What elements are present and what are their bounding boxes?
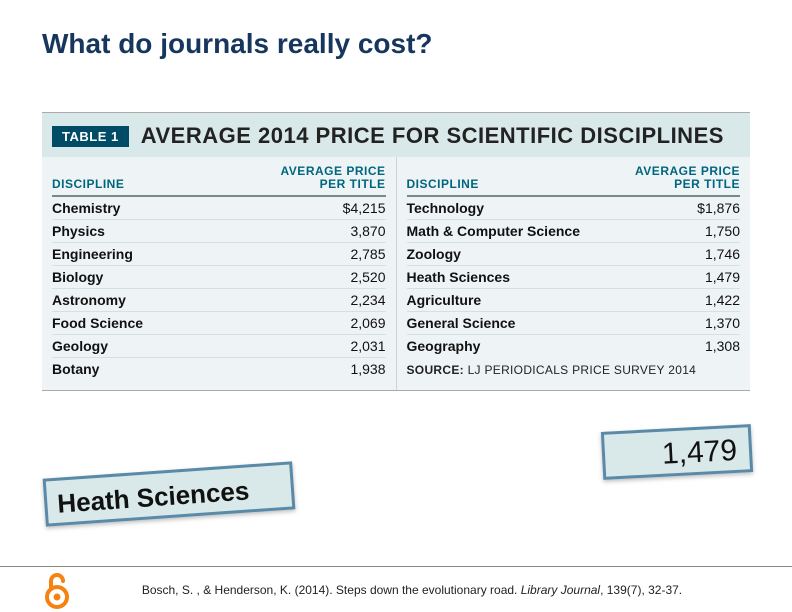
cell-price: 3,870	[266, 223, 386, 239]
callout-value: 1,479	[601, 424, 753, 480]
cell-price: 1,746	[620, 246, 740, 262]
header-discipline: DISCIPLINE	[52, 177, 266, 191]
table-row: Biology2,520	[52, 266, 386, 289]
table-row: Engineering2,785	[52, 243, 386, 266]
table-row: Physics3,870	[52, 220, 386, 243]
table-row: Geography1,308	[407, 335, 741, 357]
header-price-l2: PER TITLE	[674, 177, 740, 191]
header-price: AVERAGE PRICE PER TITLE	[620, 165, 740, 191]
cell-discipline: Food Science	[52, 315, 266, 331]
header-price-l2: PER TITLE	[320, 177, 386, 191]
cell-price: 1,750	[620, 223, 740, 239]
header-price-l1: AVERAGE PRICE	[281, 164, 386, 178]
table-source: SOURCE: LJ PERIODICALS PRICE SURVEY 2014	[407, 357, 741, 377]
cell-price: 1,308	[620, 338, 740, 354]
header-price-l1: AVERAGE PRICE	[635, 164, 740, 178]
table-body: DISCIPLINE AVERAGE PRICE PER TITLE Chemi…	[42, 157, 750, 390]
cell-price: $4,215	[266, 200, 386, 216]
table-row: Botany1,938	[52, 358, 386, 380]
cell-discipline: Chemistry	[52, 200, 266, 216]
cell-price: 2,069	[266, 315, 386, 331]
table-right-column: DISCIPLINE AVERAGE PRICE PER TITLE Techn…	[396, 157, 751, 390]
cell-discipline: Technology	[407, 200, 621, 216]
cell-discipline: Physics	[52, 223, 266, 239]
table-row: General Science1,370	[407, 312, 741, 335]
cell-price: 1,479	[620, 269, 740, 285]
cell-price: 1,370	[620, 315, 740, 331]
table-row: Food Science2,069	[52, 312, 386, 335]
header-discipline: DISCIPLINE	[407, 177, 621, 191]
column-header: DISCIPLINE AVERAGE PRICE PER TITLE	[52, 157, 386, 197]
table-title-row: TABLE 1 AVERAGE 2014 PRICE FOR SCIENTIFI…	[42, 113, 750, 157]
table-row: Astronomy2,234	[52, 289, 386, 312]
footer: Bosch, S. , & Henderson, K. (2014). Step…	[0, 566, 792, 612]
open-access-icon	[42, 569, 72, 611]
citation-suffix: , 139(7), 32-37.	[600, 583, 682, 597]
citation-prefix: Bosch, S. , & Henderson, K. (2014). Step…	[142, 583, 521, 597]
table-badge: TABLE 1	[52, 126, 129, 147]
table-row: Agriculture1,422	[407, 289, 741, 312]
cell-price: 1,938	[266, 361, 386, 377]
citation: Bosch, S. , & Henderson, K. (2014). Step…	[72, 583, 792, 597]
cell-discipline: Botany	[52, 361, 266, 377]
cell-price: 2,785	[266, 246, 386, 262]
table-left-column: DISCIPLINE AVERAGE PRICE PER TITLE Chemi…	[42, 157, 396, 390]
table-caption: AVERAGE 2014 PRICE FOR SCIENTIFIC DISCIP…	[141, 123, 724, 149]
cell-price: 2,031	[266, 338, 386, 354]
price-table: TABLE 1 AVERAGE 2014 PRICE FOR SCIENTIFI…	[42, 112, 750, 391]
cell-discipline: General Science	[407, 315, 621, 331]
cell-discipline: Heath Sciences	[407, 269, 621, 285]
table-row: Heath Sciences1,479	[407, 266, 741, 289]
citation-journal: Library Journal	[521, 583, 600, 597]
slide-title: What do journals really cost?	[42, 28, 433, 60]
cell-price: 2,520	[266, 269, 386, 285]
table-row: Geology2,031	[52, 335, 386, 358]
cell-discipline: Geology	[52, 338, 266, 354]
cell-price: 1,422	[620, 292, 740, 308]
cell-discipline: Math & Computer Science	[407, 223, 621, 239]
column-header: DISCIPLINE AVERAGE PRICE PER TITLE	[407, 157, 741, 197]
cell-discipline: Astronomy	[52, 292, 266, 308]
source-label: SOURCE:	[407, 363, 464, 377]
cell-discipline: Biology	[52, 269, 266, 285]
cell-price: 2,234	[266, 292, 386, 308]
table-row: Technology$1,876	[407, 197, 741, 220]
source-text: LJ PERIODICALS PRICE SURVEY 2014	[464, 363, 696, 377]
table-row: Math & Computer Science1,750	[407, 220, 741, 243]
cell-price: $1,876	[620, 200, 740, 216]
table-row: Zoology1,746	[407, 243, 741, 266]
cell-discipline: Geography	[407, 338, 621, 354]
callout-label: Heath Sciences	[43, 461, 296, 526]
cell-discipline: Agriculture	[407, 292, 621, 308]
cell-discipline: Engineering	[52, 246, 266, 262]
table-row: Chemistry$4,215	[52, 197, 386, 220]
cell-discipline: Zoology	[407, 246, 621, 262]
header-price: AVERAGE PRICE PER TITLE	[266, 165, 386, 191]
